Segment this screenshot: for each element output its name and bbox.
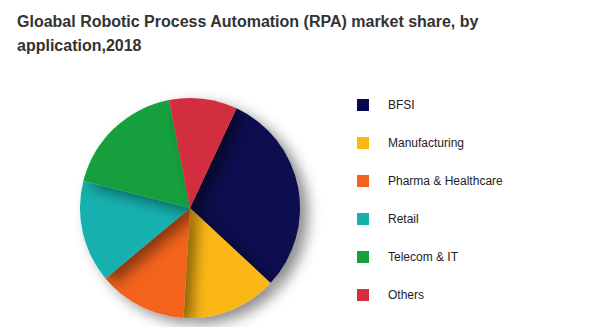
svg-text:Retail: Retail: [388, 212, 419, 226]
svg-text:Manufacturing: Manufacturing: [388, 136, 464, 150]
svg-text:Telecom & IT: Telecom & IT: [388, 250, 459, 264]
svg-text:Others: Others: [388, 288, 424, 302]
svg-text:Pharma & Healthcare: Pharma & Healthcare: [388, 174, 503, 188]
svg-text:Gloabal Robotic Process Automa: Gloabal Robotic Process Automation (RPA)…: [17, 13, 483, 30]
svg-text:application,2018: application,2018: [17, 37, 142, 54]
svg-text:BFSI: BFSI: [388, 98, 415, 112]
